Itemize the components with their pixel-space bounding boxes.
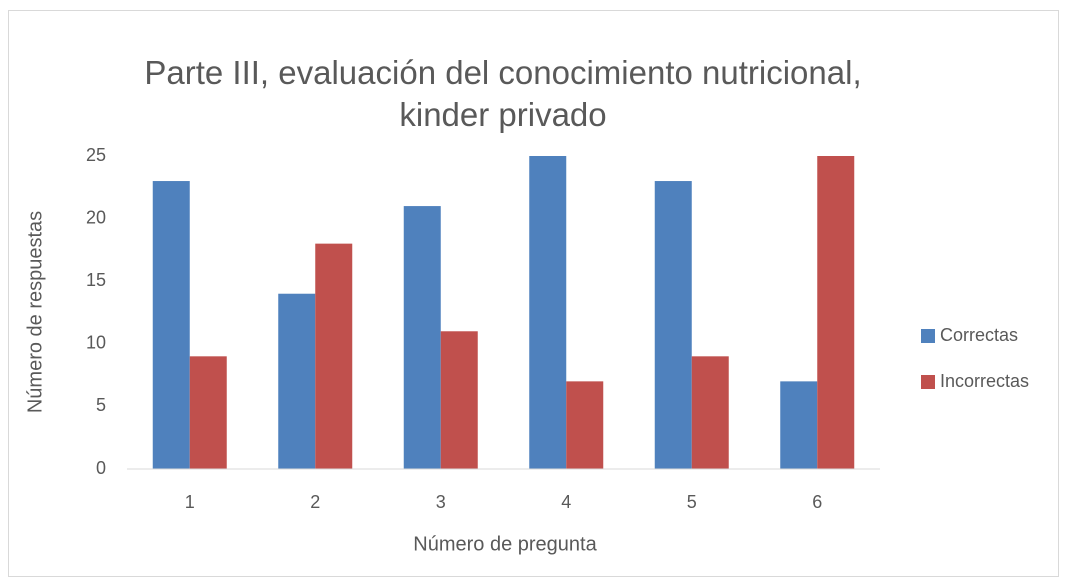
x-tick-label: 3 [436,492,446,512]
chart-title: Parte III, evaluación del conocimiento n… [144,54,862,133]
legend-label: Incorrectas [940,371,1029,391]
x-tick-label: 1 [185,492,195,512]
legend-swatch [921,375,935,389]
bar [529,156,567,469]
y-tick-label: 25 [86,145,106,165]
x-tick-label: 2 [310,492,320,512]
bar [691,356,729,469]
x-axis-label: Número de pregunta [413,533,597,555]
bar [315,243,353,469]
legend-swatch [921,329,935,343]
y-axis-label: Número de respuestas [24,211,46,413]
bar [189,356,227,469]
bar [566,381,604,469]
y-tick-label: 20 [86,207,106,227]
x-tick-label: 4 [561,492,571,512]
bar [278,293,316,469]
y-tick-label: 10 [86,333,106,353]
y-tick-label: 5 [96,395,106,415]
x-tick-label: 5 [687,492,697,512]
bar [403,206,441,469]
legend-label: Correctas [940,325,1018,345]
bar [654,181,692,470]
bar [780,381,818,469]
bar [440,331,478,469]
bar [817,156,855,469]
x-tick-label: 6 [812,492,822,512]
y-tick-label: 15 [86,270,106,290]
y-tick-label: 0 [96,458,106,478]
bar [152,181,190,470]
